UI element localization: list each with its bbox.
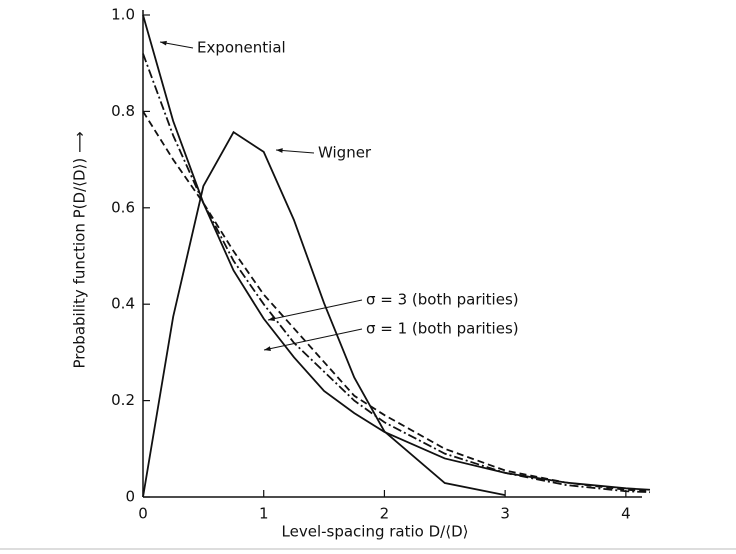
series-label: σ = 3 (both parities) [366,291,519,309]
x-tick-label: 3 [500,505,510,523]
annotation-arrowhead [160,40,167,46]
annotation-arrowhead [276,148,283,153]
series-label: Wigner [318,144,372,162]
series-line [142,53,651,494]
y-axis-label: Probability function P(D/⟨D⟩) ⟶ [71,132,89,369]
y-tick-label: 0.2 [111,391,135,409]
y-tick-label: 0 [125,488,135,506]
series-line [142,130,506,498]
x-axis-label: Level-spacing ratio D/⟨D⟩ [282,523,469,541]
series-line [142,14,651,491]
series-line [142,110,651,493]
y-tick-label: 1.0 [111,6,135,24]
y-tick-label: 0.6 [111,198,135,216]
annotation-arrowhead [264,346,271,351]
y-tick-label: 0.4 [111,295,135,313]
series-label: Exponential [197,39,286,57]
annotation-arrowhead [268,316,275,321]
x-tick-label: 2 [380,505,390,523]
x-tick-label: 0 [138,505,148,523]
y-tick-label: 0.8 [111,102,135,120]
x-tick-label: 4 [621,505,631,523]
series-label: σ = 1 (both parities) [366,320,519,338]
annotation-arrow [263,328,363,351]
x-tick-label: 1 [259,505,269,523]
annotation-arrow [267,299,363,321]
